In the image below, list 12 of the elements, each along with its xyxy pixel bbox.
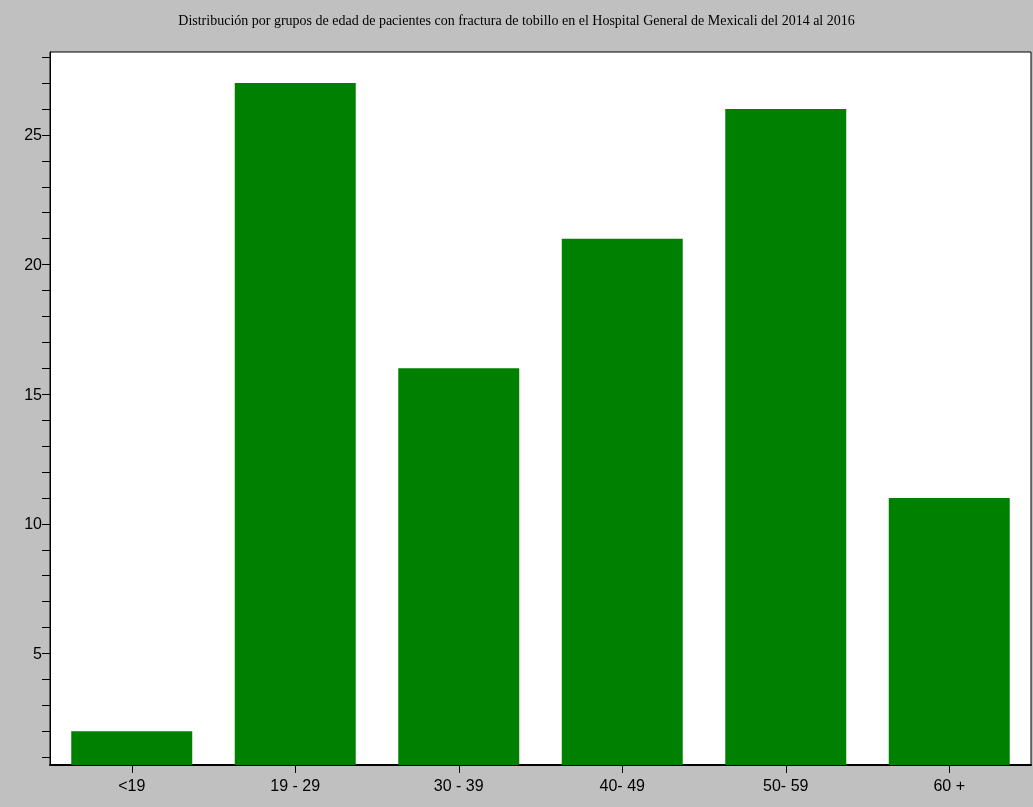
x-tick-label: 30 - 39 <box>433 776 484 794</box>
x-tick-label: 50- 59 <box>763 776 809 794</box>
x-tick-label: 60 + <box>933 776 966 794</box>
chart-title: Distribución por grupos de edad de pacientes con fractura de tobillo en el Hospital General de Mexicali del 2014 al 2016 <box>178 12 855 28</box>
y-tick-label: 10 <box>24 515 43 533</box>
y-tick-label: 20 <box>24 256 43 274</box>
x-tick-label: 40- 49 <box>599 776 646 794</box>
x-tick-label: <19 <box>118 776 146 794</box>
y-tick-label: 25 <box>24 126 43 144</box>
x-tick-label: 19 - 29 <box>270 776 321 794</box>
y-tick-label: 5 <box>33 645 43 663</box>
y-tick-label: 15 <box>24 385 43 403</box>
